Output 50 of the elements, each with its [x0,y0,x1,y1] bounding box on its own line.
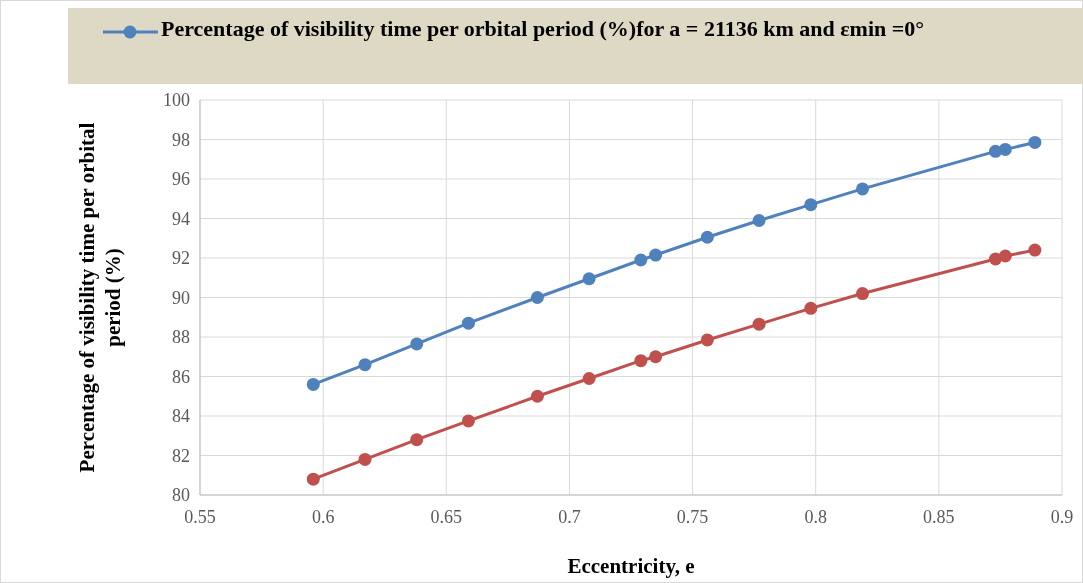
point [752,317,766,331]
point [649,350,663,364]
x-tick-label: 0.65 [430,507,463,527]
point [306,377,320,391]
y-tick-label: 98 [172,129,190,150]
legend-label: Percentage of visibility time per orbital period (%)for a = 21136 km and εmin =0° [161,15,926,43]
point [461,414,475,428]
point [358,358,372,372]
x-tick-label: 0.6 [311,507,335,527]
x-axis-title: Eccentricity, e [567,554,695,578]
x-tick-label: 0.9 [1050,507,1074,527]
point [530,389,544,403]
y-tick-label: 100 [163,90,190,110]
x-tick-label: 0.7 [558,507,581,527]
y-tick-label: 86 [172,366,190,387]
y-tick-label: 92 [172,248,190,268]
point [804,301,818,315]
x-tick-label: 0.75 [676,507,709,527]
point [998,249,1012,263]
y-axis-title: Percentage of visibility time per orbital period (%) [74,121,126,475]
point [1028,243,1042,257]
point [1028,135,1042,149]
point [358,452,372,466]
point [410,337,424,351]
point [306,472,320,486]
point [700,333,714,347]
point [461,316,475,330]
point [856,287,870,301]
point [804,198,818,212]
y-tick-label: 80 [172,485,190,505]
point [582,371,596,385]
point [634,253,648,267]
point [998,142,1012,156]
point [752,213,766,227]
x-tick-label: 0.8 [804,507,827,527]
y-tick-label: 88 [172,327,190,347]
x-tick-label: 0.55 [184,507,216,527]
point [649,248,663,262]
point [856,182,870,196]
x-tick-label: 0.85 [923,507,955,527]
point [530,291,544,304]
y-tick-label: 96 [172,169,190,189]
point [634,354,648,368]
y-tick-label: 94 [172,208,190,229]
y-tick-label: 82 [172,445,190,466]
point [700,230,714,244]
y-tick-label: 90 [172,287,190,308]
point [410,433,424,447]
point [582,272,596,286]
y-tick-label: 84 [172,406,190,426]
